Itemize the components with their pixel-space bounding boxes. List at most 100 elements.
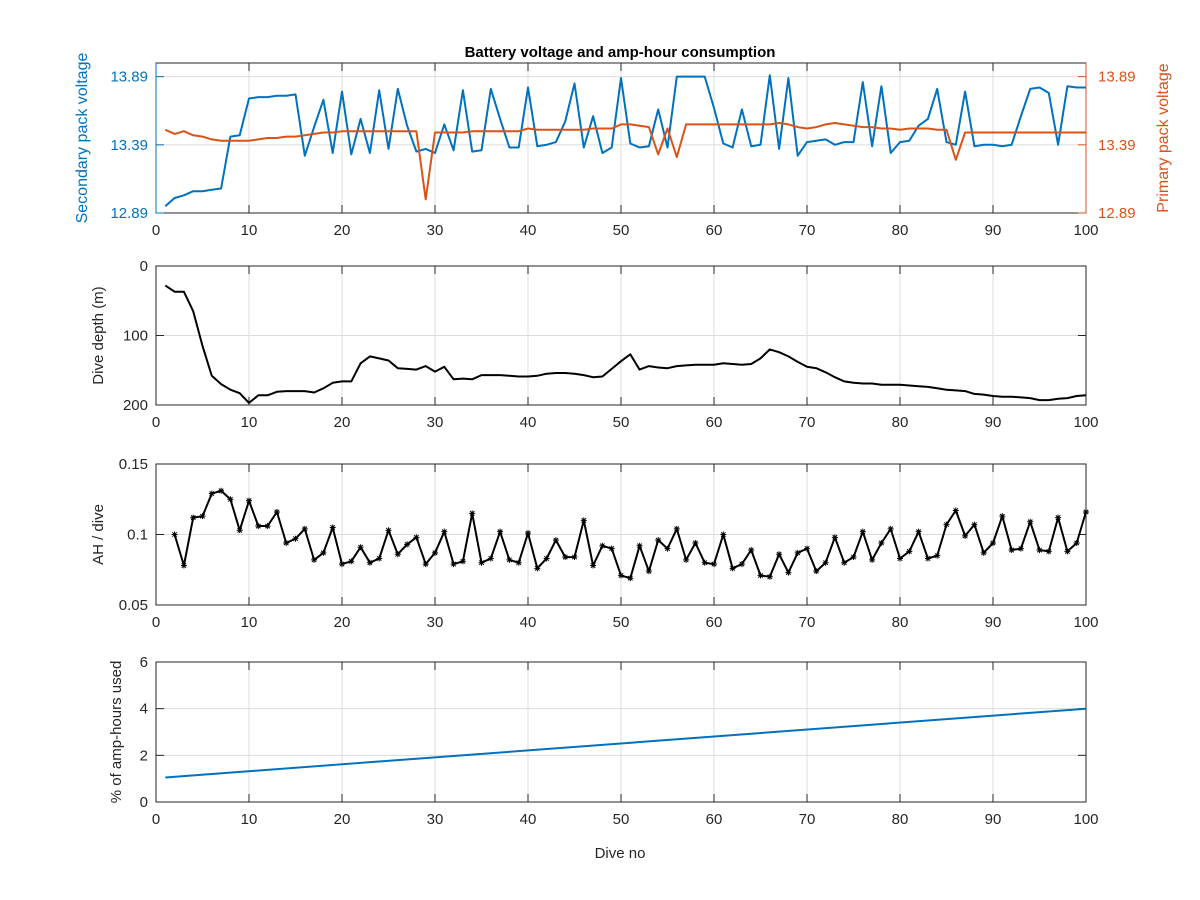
x-tick-label: 100 bbox=[1073, 614, 1098, 631]
star-marker bbox=[552, 537, 559, 544]
x-tick-label: 10 bbox=[241, 811, 258, 828]
star-marker bbox=[534, 565, 541, 572]
star-marker bbox=[1036, 547, 1043, 554]
plots-container: 0 10 20 30 40 50 60 70 80 90 10012.8913.3913.8912.… bbox=[74, 53, 1172, 828]
star-marker bbox=[627, 575, 634, 582]
star-marker bbox=[943, 521, 950, 528]
star-marker bbox=[906, 548, 913, 555]
star-marker bbox=[1064, 548, 1071, 555]
x-tick-label: 30 bbox=[427, 811, 444, 828]
star-marker bbox=[1017, 545, 1024, 552]
x-tick-label: 40 bbox=[520, 811, 537, 828]
star-marker bbox=[711, 561, 717, 568]
x-tick-label: 70 bbox=[799, 222, 816, 239]
star-marker bbox=[971, 521, 978, 528]
star-marker bbox=[841, 559, 848, 566]
x-tick-label: 100 bbox=[1073, 811, 1098, 828]
star-marker bbox=[366, 559, 373, 566]
star-marker bbox=[329, 524, 336, 531]
star-marker bbox=[785, 569, 792, 576]
subplot-3: 0 10 20 30 40 50 60 70 80 90 100 0.05 0.1 0.15 AH / di… bbox=[90, 456, 1099, 631]
x-tick-label: 20 bbox=[334, 811, 351, 828]
x-tick-label: 70 bbox=[799, 414, 816, 431]
star-marker bbox=[497, 528, 504, 535]
star-marker bbox=[934, 552, 941, 559]
x-tick-label: 10 bbox=[241, 414, 258, 431]
star-marker bbox=[348, 558, 355, 565]
star-marker bbox=[413, 534, 420, 541]
star-marker bbox=[227, 496, 234, 503]
star-marker bbox=[218, 487, 225, 494]
star-marker bbox=[813, 568, 820, 575]
star-marker bbox=[701, 559, 708, 566]
y-tick-label: 2 bbox=[140, 747, 148, 764]
y-tick-label: 0.15 bbox=[119, 456, 148, 473]
star-marker bbox=[720, 531, 727, 538]
star-marker bbox=[673, 525, 680, 532]
x-tick-label: 80 bbox=[892, 811, 909, 828]
star-marker bbox=[283, 539, 290, 546]
star-marker bbox=[543, 555, 550, 562]
star-marker bbox=[580, 517, 587, 524]
star-marker bbox=[831, 534, 838, 541]
left-y-tick-label: 12.89 bbox=[110, 205, 148, 222]
left-y-tick-label: 13.39 bbox=[110, 137, 148, 154]
star-marker bbox=[1055, 514, 1062, 521]
right-y-tick-label: 13.39 bbox=[1098, 137, 1136, 154]
star-marker bbox=[376, 555, 383, 562]
figure-title: Battery voltage and amp-hour consumption bbox=[465, 44, 776, 61]
star-marker bbox=[1008, 547, 1015, 554]
x-tick-label: 50 bbox=[613, 811, 630, 828]
star-marker bbox=[357, 544, 364, 551]
star-marker bbox=[952, 507, 959, 514]
star-marker bbox=[729, 565, 736, 572]
star-marker bbox=[859, 528, 866, 535]
star-marker bbox=[246, 497, 252, 504]
star-marker bbox=[645, 568, 652, 575]
x-tick-label: 60 bbox=[706, 811, 723, 828]
x-tick-label: 90 bbox=[985, 811, 1002, 828]
y-tick-label: 4 bbox=[140, 701, 148, 718]
series-line-1 bbox=[165, 707, 1087, 779]
star-marker bbox=[190, 514, 197, 521]
star-marker bbox=[618, 572, 624, 579]
star-marker bbox=[301, 525, 308, 532]
left-y-axis-label: Secondary pack voltage bbox=[74, 53, 91, 224]
star-marker bbox=[264, 523, 271, 530]
x-tick-label: 100 bbox=[1073, 414, 1098, 431]
x-tick-label: 50 bbox=[613, 222, 630, 239]
x-tick-label: 90 bbox=[985, 414, 1002, 431]
subplot-2: 0 10 20 30 40 50 60 70 80 90 100 0 100 200 Dive depth … bbox=[90, 258, 1099, 431]
star-marker bbox=[339, 561, 345, 568]
star-marker bbox=[636, 542, 643, 549]
x-tick-label: 50 bbox=[613, 614, 630, 631]
star-marker bbox=[1027, 518, 1034, 525]
x-tick-label: 10 bbox=[241, 614, 258, 631]
star-marker bbox=[897, 555, 903, 562]
star-marker bbox=[608, 545, 615, 552]
subplot-1: 0 10 20 30 40 50 60 70 80 90 10012.8913.3913.8912.… bbox=[74, 53, 1172, 239]
star-marker bbox=[1073, 539, 1080, 546]
x-tick-label: 10 bbox=[241, 222, 258, 239]
star-marker bbox=[924, 555, 931, 562]
star-marker bbox=[311, 556, 318, 563]
star-marker bbox=[962, 532, 969, 539]
star-marker bbox=[441, 528, 448, 535]
x-tick-label: 90 bbox=[985, 614, 1002, 631]
star-marker bbox=[459, 558, 466, 565]
x-tick-label: 80 bbox=[892, 414, 909, 431]
y-axis-label: % of amp-hours used bbox=[108, 661, 125, 804]
star-marker bbox=[199, 513, 206, 520]
star-marker bbox=[599, 542, 606, 549]
y-axis-label: AH / dive bbox=[90, 504, 107, 565]
x-tick-label: 60 bbox=[706, 222, 723, 239]
star-marker bbox=[487, 555, 494, 562]
star-marker bbox=[478, 559, 485, 566]
star-marker bbox=[822, 559, 829, 566]
star-marker bbox=[915, 528, 922, 535]
x-tick-label: 70 bbox=[799, 811, 816, 828]
y-tick-label: 200 bbox=[123, 397, 148, 414]
x-tick-label: 0 bbox=[152, 811, 160, 828]
star-marker bbox=[766, 573, 773, 580]
right-y-tick-label: 12.89 bbox=[1098, 205, 1136, 222]
